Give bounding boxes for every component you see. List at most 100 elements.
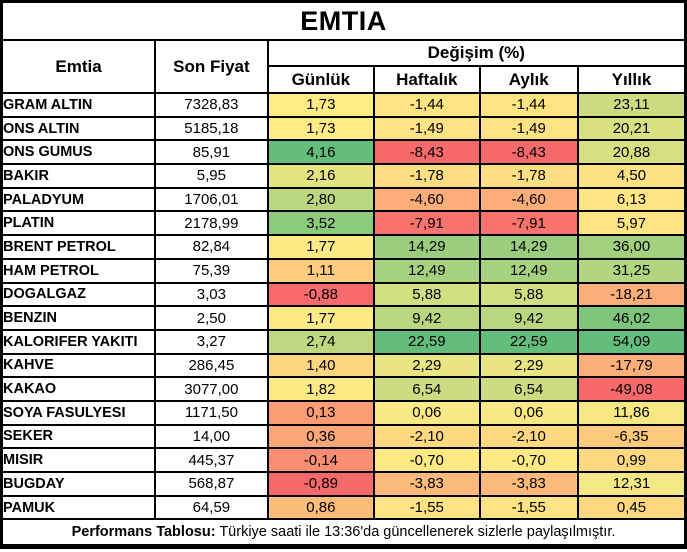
change-cell-aylik: 6,54 xyxy=(478,376,579,402)
change-cell-yillik: -49,08 xyxy=(576,376,687,402)
commodity-name-cell: ONS ALTIN xyxy=(0,115,157,142)
table-row: HAM PETROL 75,39 1,11 12,49 12,49 31,25 xyxy=(0,257,687,284)
commodity-name-cell: KAHVE xyxy=(0,352,157,379)
table-row: BUGDAY 568,87 -0,89 -3,83 -3,83 12,31 xyxy=(0,471,687,497)
last-price-cell: 3077,00 xyxy=(154,376,269,402)
change-cell-gunluk: -0,14 xyxy=(266,447,376,473)
change-cell-aylik: 22,59 xyxy=(478,328,579,355)
last-price-cell: 75,39 xyxy=(154,257,269,284)
commodity-name-cell: SOYA FASULYESI xyxy=(0,399,157,426)
col-header-yillik: Yıllık xyxy=(576,65,687,94)
table-row: BENZIN 2,50 1,77 9,42 9,42 46,02 xyxy=(0,305,687,331)
table-row: KAKAO 3077,00 1,82 6,54 6,54 -49,08 xyxy=(0,376,687,402)
last-price-cell: 445,37 xyxy=(154,447,269,473)
change-cell-yillik: 0,99 xyxy=(576,447,687,473)
commodity-name-cell: PAMUK xyxy=(0,494,157,521)
change-cell-haftalik: 2,29 xyxy=(373,352,481,379)
change-cell-aylik: -1,55 xyxy=(478,494,579,521)
commodity-name-cell: BENZIN xyxy=(0,305,157,331)
change-cell-gunluk: 1,40 xyxy=(266,352,376,379)
change-cell-aylik: -7,91 xyxy=(478,210,579,237)
footer-text: Türkiye saati ile 13:36'da güncellenerek… xyxy=(219,524,616,541)
table-row: GRAM ALTIN 7328,83 1,73 -1,44 -1,44 23,11 xyxy=(0,92,687,118)
footer-label: Performans Tablosu: xyxy=(71,524,216,541)
col-header-gunluk: Günlük xyxy=(266,65,376,94)
change-cell-aylik: -1,49 xyxy=(478,115,579,142)
change-cell-gunluk: 3,52 xyxy=(266,210,376,237)
change-cell-yillik: 20,88 xyxy=(576,139,687,166)
table-title: EMTIA xyxy=(0,0,687,41)
change-cell-aylik: -0,70 xyxy=(478,447,579,473)
change-cell-aylik: 14,29 xyxy=(478,234,579,260)
table-row: KALORIFER YAKITI 3,27 2,74 22,59 22,59 54,09 xyxy=(0,328,687,355)
change-cell-aylik: -1,78 xyxy=(478,163,579,189)
last-price-cell: 3,03 xyxy=(154,281,269,308)
change-cell-haftalik: 6,54 xyxy=(373,376,481,402)
change-cell-haftalik: 9,42 xyxy=(373,305,481,331)
change-cell-gunluk: 2,80 xyxy=(266,186,376,213)
commodity-name-cell: BAKIR xyxy=(0,163,157,189)
change-cell-aylik: 12,49 xyxy=(478,257,579,284)
table-row: PLATIN 2178,99 3,52 -7,91 -7,91 5,97 xyxy=(0,210,687,237)
change-cell-aylik: 2,29 xyxy=(478,352,579,379)
change-cell-yillik: -6,35 xyxy=(576,423,687,450)
last-price-cell: 2,50 xyxy=(154,305,269,331)
commodity-name-cell: KALORIFER YAKITI xyxy=(0,328,157,355)
last-price-cell: 14,00 xyxy=(154,423,269,450)
change-cell-haftalik: -7,91 xyxy=(373,210,481,237)
change-cell-aylik: 5,88 xyxy=(478,281,579,308)
change-cell-haftalik: -2,10 xyxy=(373,423,481,450)
last-price-cell: 3,27 xyxy=(154,328,269,355)
last-price-cell: 5,95 xyxy=(154,163,269,189)
commodity-name-cell: DOGALGAZ xyxy=(0,281,157,308)
change-cell-gunluk: 1,73 xyxy=(266,92,376,118)
change-cell-haftalik: -0,70 xyxy=(373,447,481,473)
commodity-name-cell: BRENT PETROL xyxy=(0,234,157,260)
change-cell-aylik: -1,44 xyxy=(478,92,579,118)
change-cell-yillik: 20,21 xyxy=(576,115,687,142)
change-cell-gunluk: 1,77 xyxy=(266,234,376,260)
table-row: KAHVE 286,45 1,40 2,29 2,29 -17,79 xyxy=(0,352,687,379)
commodity-name-cell: KAKAO xyxy=(0,376,157,402)
col-header-haftalik: Haftalık xyxy=(373,65,481,94)
commodity-name-cell: MISIR xyxy=(0,447,157,473)
commodity-name-cell: SEKER xyxy=(0,423,157,450)
change-cell-gunluk: 0,13 xyxy=(266,399,376,426)
table-row: MISIR 445,37 -0,14 -0,70 -0,70 0,99 xyxy=(0,447,687,473)
change-cell-gunluk: 2,16 xyxy=(266,163,376,189)
table-row: PAMUK 64,59 0,86 -1,55 -1,55 0,45 xyxy=(0,494,687,521)
last-price-cell: 1171,50 xyxy=(154,399,269,426)
col-header-degisim-group: Değişim (%) xyxy=(266,39,687,67)
table-row: SEKER 14,00 0,36 -2,10 -2,10 -6,35 xyxy=(0,423,687,450)
footer-row: Performans Tablosu: Türkiye saati ile 13… xyxy=(0,518,687,548)
commodity-name-cell: GRAM ALTIN xyxy=(0,92,157,118)
change-cell-gunluk: 2,74 xyxy=(266,328,376,355)
change-cell-yillik: 0,45 xyxy=(576,494,687,521)
commodity-name-cell: PLATIN xyxy=(0,210,157,237)
table-row: PALADYUM 1706,01 2,80 -4,60 -4,60 6,13 xyxy=(0,186,687,213)
change-cell-haftalik: -1,49 xyxy=(373,115,481,142)
commodity-name-cell: HAM PETROL xyxy=(0,257,157,284)
title-row: EMTIA xyxy=(0,0,687,41)
change-cell-haftalik: 0,06 xyxy=(373,399,481,426)
change-cell-yillik: 46,02 xyxy=(576,305,687,331)
change-cell-yillik: 5,97 xyxy=(576,210,687,237)
change-cell-gunluk: 0,36 xyxy=(266,423,376,450)
change-cell-yillik: 54,09 xyxy=(576,328,687,355)
change-cell-gunluk: 1,82 xyxy=(266,376,376,402)
last-price-cell: 82,84 xyxy=(154,234,269,260)
change-cell-yillik: -17,79 xyxy=(576,352,687,379)
change-cell-gunluk: 0,86 xyxy=(266,494,376,521)
change-cell-yillik: -18,21 xyxy=(576,281,687,308)
change-cell-aylik: -4,60 xyxy=(478,186,579,213)
col-header-emtia: Emtia xyxy=(0,39,157,94)
table-row: ONS GUMUS 85,91 4,16 -8,43 -8,43 20,88 xyxy=(0,139,687,166)
last-price-cell: 64,59 xyxy=(154,494,269,521)
change-cell-gunluk: 1,73 xyxy=(266,115,376,142)
last-price-cell: 286,45 xyxy=(154,352,269,379)
change-cell-aylik: -8,43 xyxy=(478,139,579,166)
change-cell-gunluk: -0,88 xyxy=(266,281,376,308)
last-price-cell: 85,91 xyxy=(154,139,269,166)
change-cell-haftalik: 14,29 xyxy=(373,234,481,260)
